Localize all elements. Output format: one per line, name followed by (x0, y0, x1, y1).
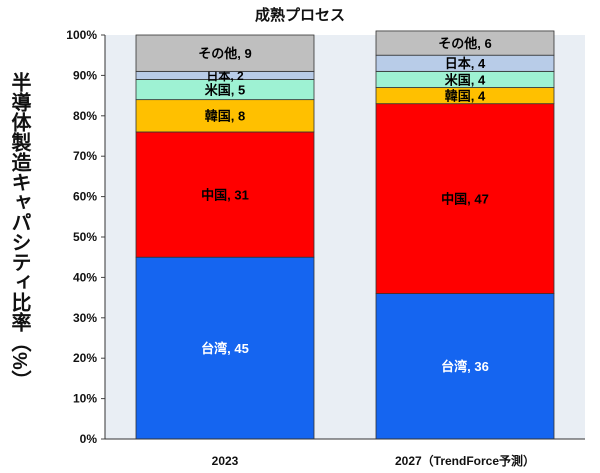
y-tick-label: 40% (73, 270, 97, 284)
data-label: 米国, 4 (445, 72, 486, 87)
y-tick-label: 70% (73, 149, 97, 163)
y-tick-label: 90% (73, 68, 97, 82)
bar-segment (135, 99, 315, 133)
bar-segment (135, 256, 315, 440)
y-tick-label: 80% (73, 109, 97, 123)
y-tick-label: 60% (73, 190, 97, 204)
bar-segment (135, 131, 315, 258)
y-tick-label: 100% (66, 28, 97, 42)
data-label: 中国, 31 (201, 188, 249, 203)
data-label: 日本, 4 (445, 56, 486, 71)
y-tick-label: 0% (80, 432, 98, 446)
data-label: 韓国, 8 (205, 109, 245, 124)
data-label: 台湾, 45 (201, 341, 249, 356)
y-tick-label: 20% (73, 351, 97, 365)
bar-segment (375, 30, 555, 56)
x-tick-label: 2023 (212, 454, 239, 468)
data-label: 韓国, 4 (445, 89, 486, 104)
chart-title: 成熟プロセス (254, 7, 345, 24)
x-tick-label: 2027（TrendForce予測） (395, 453, 535, 468)
data-label: 米国, 5 (205, 82, 245, 97)
data-label: その他, 9 (198, 46, 251, 61)
bar-segment (375, 103, 555, 294)
y-tick-label: 10% (73, 392, 97, 406)
data-label: その他, 6 (438, 36, 491, 51)
data-label: 台湾, 36 (441, 359, 489, 374)
data-label: 中国, 47 (441, 192, 489, 207)
y-tick-label: 50% (73, 230, 97, 244)
y-axis-label: 半導体製造キャパシティ比率（%） (8, 72, 30, 390)
bar-segment (135, 34, 315, 72)
y-tick-label: 30% (73, 311, 97, 325)
